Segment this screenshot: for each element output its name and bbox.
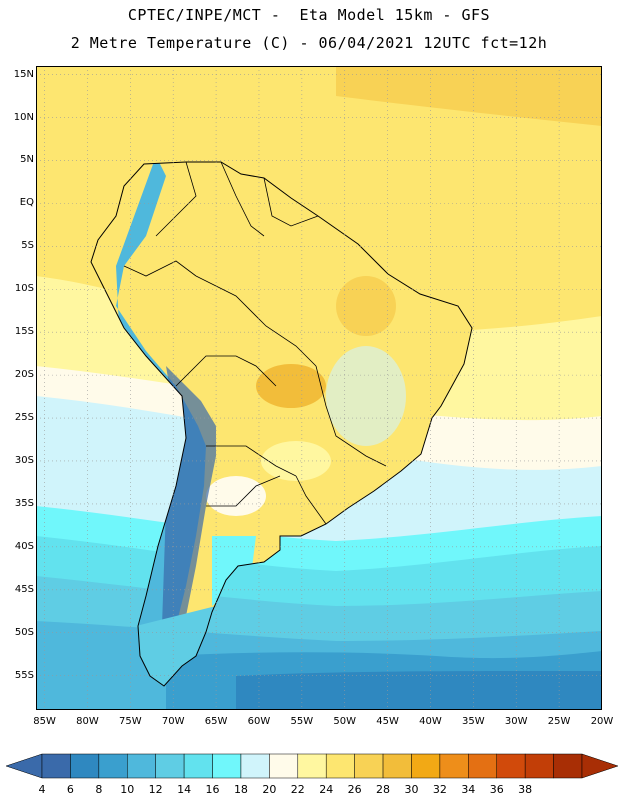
lat-label: 35S	[14, 497, 34, 509]
lat-label: 25S	[14, 412, 34, 424]
legend-swatch	[155, 753, 185, 779]
lat-label: 20S	[14, 369, 34, 381]
lat-label: 10N	[13, 111, 34, 123]
legend-label: 6	[66, 783, 74, 796]
highland-cool-zone	[326, 346, 406, 446]
legend-label: 22	[290, 783, 305, 796]
legend-label: 32	[432, 783, 447, 796]
legend-swatch	[183, 753, 213, 779]
legend-swatch	[439, 753, 469, 779]
lon-label: 20W	[590, 716, 614, 727]
legend-label: 4	[38, 783, 46, 796]
lon-label: 75W	[119, 716, 142, 727]
legend-low-arrow	[6, 753, 43, 779]
legend-high-arrow	[581, 753, 618, 779]
legend-swatch	[41, 753, 71, 779]
legend-swatch	[468, 753, 497, 779]
lon-label: 35W	[462, 716, 485, 727]
legend-swatch	[496, 753, 526, 779]
ocean-tropical-band	[36, 66, 602, 126]
lat-label: EQ	[19, 197, 34, 209]
lon-label: 55W	[290, 716, 314, 727]
lon-label: 70W	[161, 716, 185, 727]
lat-label: 45S	[14, 583, 34, 595]
legend-label: 18	[233, 783, 248, 796]
lat-label: 15S	[14, 326, 34, 338]
legend-swatch	[269, 753, 299, 779]
lat-label: 5S	[21, 240, 34, 252]
lat-label: 15N	[13, 68, 34, 80]
legend-label: 8	[95, 783, 103, 796]
lon-label: 50W	[333, 716, 357, 727]
land-mild-zone	[206, 476, 266, 516]
legend-label: 30	[404, 783, 419, 796]
country-borders	[123, 161, 387, 525]
legend-label: 36	[489, 783, 504, 796]
legend-label: 38	[518, 783, 533, 796]
land-warm-zone	[256, 364, 326, 408]
legend-swatch	[553, 753, 583, 779]
legend-label: 10	[120, 783, 135, 796]
legend-swatch	[382, 753, 412, 779]
chart-subtitle: 2 Metre Temperature (C) - 06/04/2021 12U…	[70, 34, 548, 52]
land-warm-zone	[336, 276, 396, 336]
lat-label: 5N	[20, 154, 34, 166]
lon-label: 45W	[376, 716, 399, 727]
legend-label: 14	[177, 783, 192, 796]
lon-label: 60W	[247, 716, 271, 727]
legend-label: 28	[376, 783, 391, 796]
lon-label: 85W	[33, 716, 56, 727]
legend-swatch	[297, 753, 327, 779]
legend-swatch	[411, 753, 441, 779]
temperature-map	[36, 66, 602, 710]
legend-label: 20	[262, 783, 277, 796]
lat-label: 10S	[14, 283, 34, 295]
legend-swatch	[354, 753, 384, 779]
legend-label: 24	[319, 783, 334, 796]
legend-label: 12	[148, 783, 163, 796]
legend-swatch	[98, 753, 128, 779]
lat-label: 55S	[14, 669, 34, 681]
lon-label: 30W	[504, 716, 528, 727]
lon-label: 65W	[204, 716, 228, 727]
legend-swatch	[70, 753, 100, 779]
legend-swatch	[212, 753, 242, 779]
lat-label: 30S	[14, 454, 34, 466]
lon-label: 25W	[547, 716, 571, 727]
lat-label: 40S	[14, 540, 34, 552]
ocean-band-6	[236, 671, 602, 710]
legend-swatch	[524, 753, 554, 779]
lon-label: 40W	[419, 716, 442, 727]
legend-swatch	[325, 753, 355, 779]
map-border	[36, 66, 602, 710]
lat-label: 50S	[14, 626, 34, 638]
legend-swatch	[127, 753, 156, 779]
legend-swatch	[240, 753, 270, 779]
chart-title: CPTEC/INPE/MCT - Eta Model 15km - GFS	[127, 6, 491, 24]
color-legend	[6, 753, 618, 779]
legend-label: 34	[461, 783, 476, 796]
map-grid	[36, 66, 602, 710]
lon-label: 80W	[76, 716, 99, 727]
legend-label: 26	[347, 783, 362, 796]
legend-label: 16	[205, 783, 220, 796]
